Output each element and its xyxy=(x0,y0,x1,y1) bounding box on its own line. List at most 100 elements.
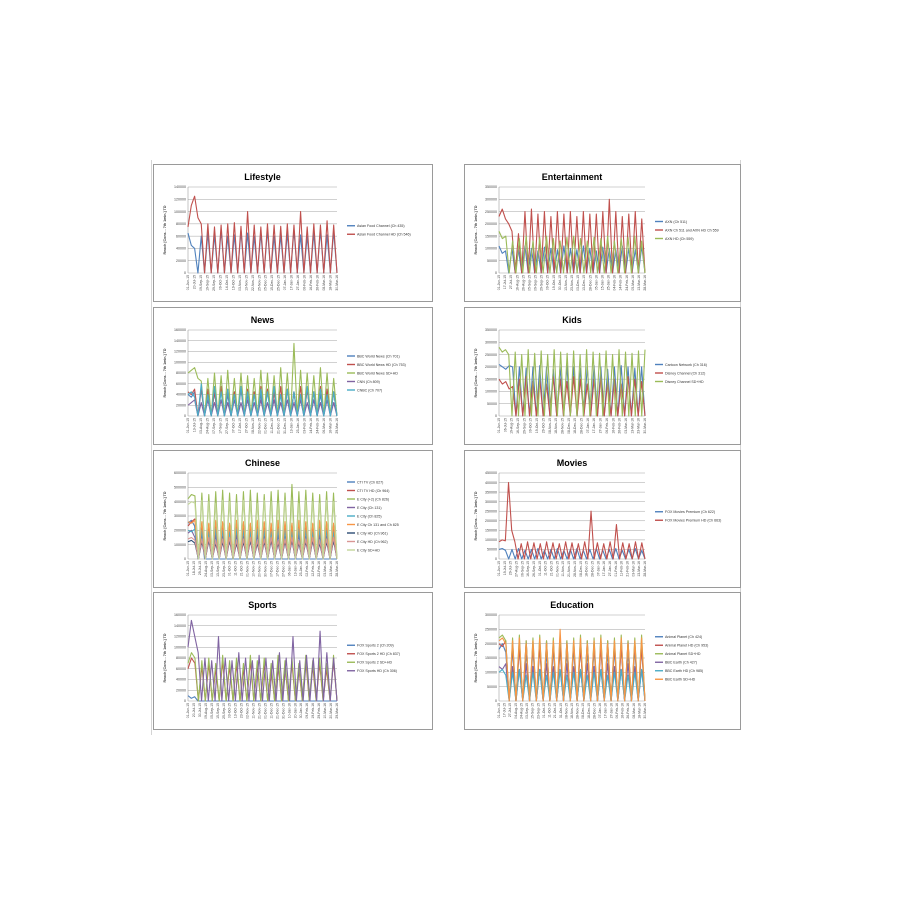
x-tick-label: 30-Oct-15 xyxy=(558,275,562,290)
chart-svg: News 0 20000 40000 60000 80000 100000 120000 140… xyxy=(163,315,406,434)
x-tick-label: 09-Sep-15 xyxy=(199,275,203,291)
x-tick-label: 05-Jan-16 xyxy=(594,275,598,290)
x-tick-label: 11-Oct-15 xyxy=(548,703,552,718)
y-tick-label: 100000 xyxy=(174,543,186,547)
legend-entry: AXN Ch 511 and AXN HD Ch 559 xyxy=(665,228,719,232)
x-tick-label: 18-Mar-16 xyxy=(637,703,641,719)
series-line xyxy=(498,230,646,274)
x-tick-label: 03-Dec-15 xyxy=(576,275,580,291)
chart-sports[interactable]: Sports 0 20000 40000 60000 80000 100000 120000 1… xyxy=(153,592,433,730)
x-tick-label: 23-Oct-15 xyxy=(240,703,244,718)
series-line xyxy=(187,383,338,417)
y-tick-label: 250000 xyxy=(485,353,497,357)
x-tick-label: 14-Oct-15 xyxy=(225,275,229,290)
x-tick-label: 06-Feb-16 xyxy=(615,703,619,719)
y-tick-label: 200000 xyxy=(174,529,186,533)
y-tick-label: 50000 xyxy=(487,548,497,552)
chart-title: Sports xyxy=(248,600,277,610)
x-tick-label: 18-Nov-15 xyxy=(570,703,574,719)
x-tick-label: 23-Sep-15 xyxy=(536,703,540,719)
chart-movies[interactable]: Movies 0 50000 100000 150000 200000 250000 3000… xyxy=(464,450,741,588)
y-tick-label: 300000 xyxy=(174,514,186,518)
chart-title: Lifestyle xyxy=(244,172,281,182)
x-tick-label: 08-Nov-15 xyxy=(548,418,552,434)
x-tick-label: 01-Jun-15 xyxy=(186,561,190,576)
x-tick-label: 28-Mar-16 xyxy=(643,275,647,291)
x-tick-label: 01-Jun-15 xyxy=(497,561,501,576)
y-tick-label: 350000 xyxy=(485,185,497,189)
chart-title: Education xyxy=(550,600,594,610)
legend-entry: BBC World News HD (Ch 753) xyxy=(357,363,406,367)
y-tick-label: 160000 xyxy=(174,613,186,617)
chart-chinese[interactable]: Chinese 0 100000 200000 300000 400000 500000 60… xyxy=(153,450,433,588)
y-tick-label: 140000 xyxy=(174,185,186,189)
x-tick-label: 02-Nov-15 xyxy=(246,703,250,719)
y-tick-label: 0 xyxy=(184,699,186,703)
y-tick-label: 50000 xyxy=(487,685,497,689)
x-tick-label: 13-Mar-16 xyxy=(630,418,634,434)
y-tick-label: 350000 xyxy=(485,328,497,332)
y-tick-label: 250000 xyxy=(485,210,497,214)
x-tick-label: 19-Oct-15 xyxy=(552,275,556,290)
chart-news[interactable]: News 0 20000 40000 60000 80000 100000 120000 140… xyxy=(153,307,433,445)
y-tick-label: 40000 xyxy=(176,678,186,682)
chart-title: Kids xyxy=(562,315,582,325)
x-tick-label: 22-Nov-15 xyxy=(257,418,261,434)
x-tick-label: 21-Oct-15 xyxy=(553,703,557,718)
x-tick-label: 07-Dec-15 xyxy=(269,561,273,577)
y-tick-label: 450000 xyxy=(485,471,497,475)
legend-entry: Animal Planet HD (Ch 953) xyxy=(665,644,708,648)
x-tick-label: 29-Feb-16 xyxy=(317,703,321,719)
x-tick-label: 28-Nov-15 xyxy=(560,418,564,434)
x-tick-label: 28-Dec-15 xyxy=(580,418,584,434)
x-tick-label: 01-Feb-16 xyxy=(614,561,618,577)
x-tick-label: 15-Sep-15 xyxy=(531,703,535,719)
x-tick-label: 01-Jun-15 xyxy=(497,703,501,718)
x-tick-label: 16-Feb-16 xyxy=(309,275,313,291)
y-axis-label: Reach [Cons. - 7th 1min.] TD xyxy=(474,348,478,397)
x-tick-label: 06-Sep-15 xyxy=(520,561,524,577)
x-tick-label: 17-Dec-15 xyxy=(275,561,279,577)
chart-lifestyle[interactable]: Lifestyle 0 20000 40000 60000 80000 100000 1200… xyxy=(153,164,433,302)
y-tick-label: 100000 xyxy=(485,671,497,675)
x-tick-label: 14-Feb-16 xyxy=(619,275,623,291)
chart-svg: Sports 0 20000 40000 60000 80000 100000 120000 1… xyxy=(163,600,400,719)
x-tick-label: 28-Dec-15 xyxy=(588,275,592,291)
legend-entry: E City Ch 131 and Ch 825 xyxy=(357,523,399,527)
y-tick-label: 120000 xyxy=(174,635,186,639)
y-tick-label: 0 xyxy=(184,271,186,275)
x-tick-label: 29-Sep-15 xyxy=(522,418,526,434)
x-tick-label: 01-Jun-15 xyxy=(497,275,501,290)
y-tick-label: 60000 xyxy=(176,234,186,238)
x-tick-label: 21-Nov-15 xyxy=(258,703,262,719)
x-tick-label: 08-Dec-15 xyxy=(567,418,571,434)
x-tick-label: 28-Mar-16 xyxy=(643,561,647,577)
x-tick-label: 29-Sep-15 xyxy=(212,275,216,291)
chart-kids[interactable]: Kids 0 50000 100000 150000 200000 250000 300000… xyxy=(464,307,741,445)
chart-svg: Movies 0 50000 100000 150000 200000 250000 3000… xyxy=(474,458,721,577)
x-tick-label: 11-Nov-15 xyxy=(252,703,256,719)
chart-entertainment[interactable]: Entertainment 0 50000 100000 150000 200000 250… xyxy=(464,164,741,302)
x-tick-label: 16-Sep-15 xyxy=(526,561,530,577)
x-tick-label: 11-Nov-15 xyxy=(561,561,565,577)
x-tick-label: 07-Jan-16 xyxy=(596,561,600,576)
y-tick-label: 150000 xyxy=(485,377,497,381)
x-tick-label: 27-Jul-15 xyxy=(508,703,512,717)
legend-entry: AXN (Ch 511) xyxy=(665,220,687,224)
x-tick-label: 20-Mar-16 xyxy=(329,703,333,719)
y-tick-label: 200000 xyxy=(485,365,497,369)
x-tick-label: 27-Sep-15 xyxy=(225,418,229,434)
x-tick-label: 01-Jun-15 xyxy=(186,418,190,433)
chart-education[interactable]: Education 0 50000 100000 150000 200000 250000 3… xyxy=(464,592,741,730)
legend-entry: E City HD (Ch 962) xyxy=(357,540,388,544)
x-tick-label: 16-Sep-15 xyxy=(516,418,520,434)
x-tick-label: 19-Sep-15 xyxy=(205,275,209,291)
x-tick-label: 19-Feb-16 xyxy=(311,703,315,719)
chart-title: Entertainment xyxy=(542,172,603,182)
x-tick-label: 25-Nov-15 xyxy=(257,275,261,291)
y-tick-label: 200000 xyxy=(485,642,497,646)
x-tick-label: 11-Feb-16 xyxy=(620,561,624,577)
x-tick-label: 06-Feb-16 xyxy=(605,418,609,434)
y-tick-label: 400000 xyxy=(485,481,497,485)
x-tick-label: 18-Nov-15 xyxy=(554,418,558,434)
